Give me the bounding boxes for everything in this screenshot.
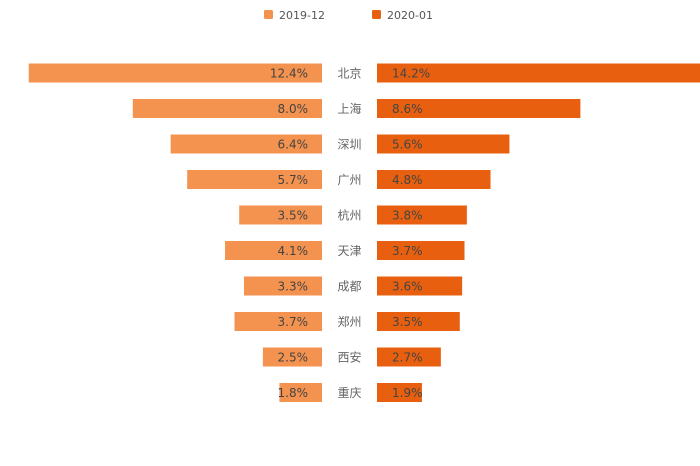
legend: 2019-12 2020-01: [264, 9, 433, 22]
value-label-right: 3.5%: [392, 315, 423, 329]
bar-left[interactable]: [243, 276, 322, 296]
value-label-left: 2.5%: [278, 351, 309, 365]
bar-right[interactable]: [377, 134, 510, 154]
bar-right[interactable]: [377, 383, 422, 402]
bar-right[interactable]: [377, 63, 700, 83]
value-label-right: 3.8%: [392, 209, 423, 223]
legend-label-left[interactable]: 2019-12: [279, 9, 325, 22]
bar-left[interactable]: [234, 312, 322, 331]
value-label-right: 3.7%: [392, 244, 423, 258]
bar-right[interactable]: [377, 99, 581, 118]
category-label: 重庆: [337, 386, 361, 400]
bar-right[interactable]: [377, 170, 491, 189]
legend-label-right[interactable]: 2020-01: [387, 9, 433, 22]
bar-left[interactable]: [187, 170, 322, 189]
value-label-left: 4.1%: [278, 244, 309, 258]
category-label: 广州: [337, 173, 361, 187]
bar-left[interactable]: [239, 205, 322, 225]
bar-left[interactable]: [170, 134, 322, 154]
value-label-left: 3.7%: [278, 315, 309, 329]
bar-left[interactable]: [262, 347, 322, 367]
labels-group: 12.4% 14.2% 北京 8.0% 8.6% 上海 6.4% 5.6% 深圳 5.7% 4.8%…: [270, 67, 430, 401]
value-label-left: 12.4%: [270, 67, 308, 81]
bars-group: [28, 63, 700, 402]
category-label: 郑州: [337, 314, 361, 329]
category-label: 天津: [337, 244, 361, 258]
bar-left[interactable]: [279, 383, 322, 402]
value-label-left: 1.8%: [278, 386, 309, 400]
bar-right[interactable]: [377, 205, 467, 225]
category-label: 西安: [337, 350, 361, 365]
value-label-right: 14.2%: [392, 67, 430, 81]
value-label-left: 6.4%: [278, 138, 309, 152]
category-label: 成都: [337, 280, 361, 294]
value-label-right: 8.6%: [392, 102, 423, 116]
category-label: 深圳: [337, 138, 361, 152]
value-label-right: 2.7%: [392, 351, 423, 365]
value-label-left: 3.3%: [278, 280, 309, 294]
value-label-right: 4.8%: [392, 173, 423, 187]
value-label-right: 5.6%: [392, 138, 423, 152]
bar-left[interactable]: [28, 63, 323, 83]
bar-left[interactable]: [132, 99, 322, 118]
bar-right[interactable]: [377, 312, 460, 331]
category-label: 杭州: [337, 208, 361, 223]
legend-swatch-right[interactable]: [372, 10, 381, 19]
value-label-right: 3.6%: [392, 280, 423, 294]
value-label-right: 1.9%: [392, 386, 423, 400]
bar-right[interactable]: [377, 276, 463, 296]
value-label-left: 5.7%: [278, 173, 309, 187]
value-label-left: 8.0%: [278, 102, 309, 116]
legend-swatch-left[interactable]: [264, 10, 273, 19]
bar-left[interactable]: [225, 241, 322, 260]
value-label-left: 3.5%: [278, 209, 309, 223]
category-label: 上海: [337, 101, 361, 116]
category-label: 北京: [337, 67, 361, 81]
bar-right[interactable]: [377, 241, 465, 260]
bar-right[interactable]: [377, 347, 441, 367]
